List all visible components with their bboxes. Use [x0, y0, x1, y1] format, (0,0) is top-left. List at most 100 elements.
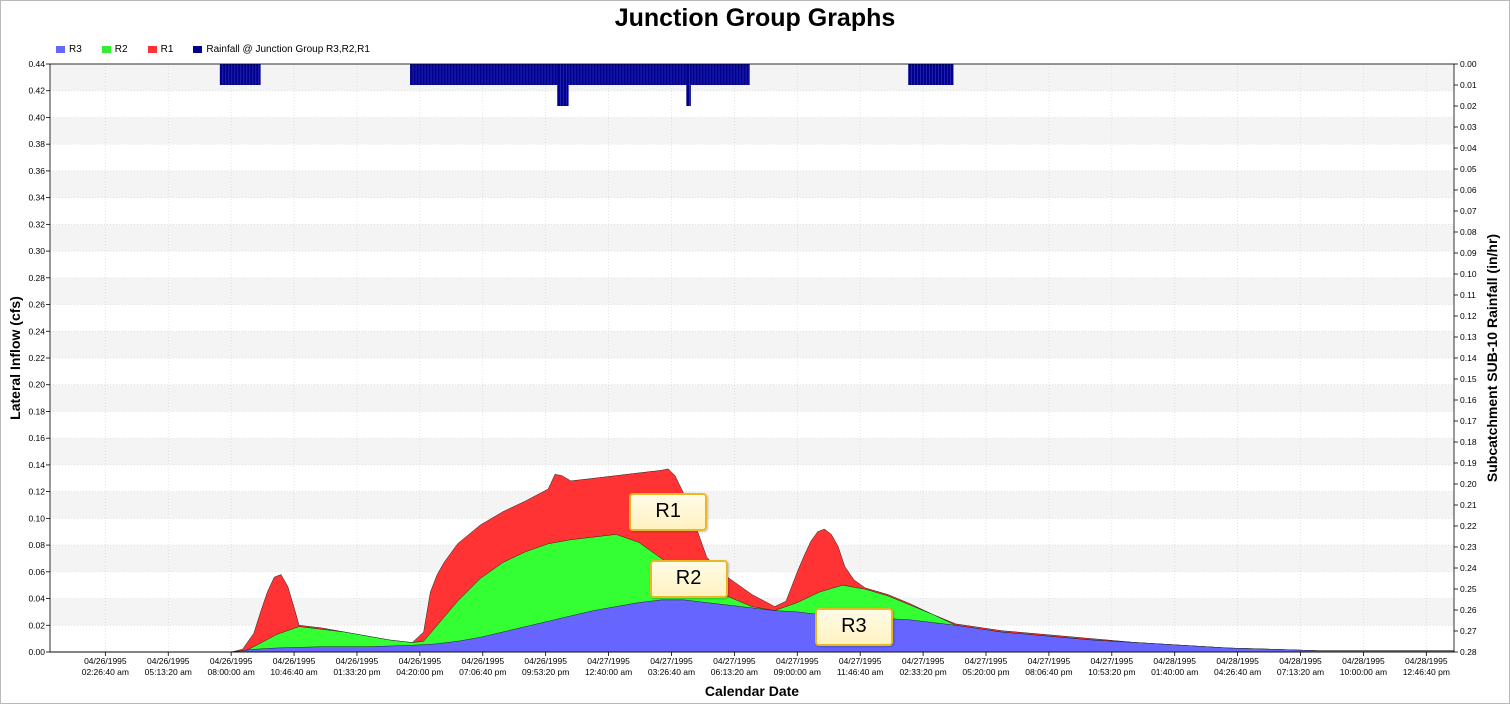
legend-swatch-r1	[147, 46, 157, 53]
x-tick-time-label: 10:53:20 pm	[1088, 667, 1135, 677]
legend-label-r3: R3	[69, 44, 82, 55]
x-tick-date-label: 04/27/1995	[1091, 656, 1134, 666]
x-tick-time-label: 07:06:40 pm	[459, 667, 506, 677]
y2-tick-label: 0.02	[1460, 101, 1477, 111]
x-tick-time-label: 10:46:40 am	[270, 667, 317, 677]
y2-tick-label: 0.01	[1460, 80, 1477, 90]
y-tick-label: 0.38	[28, 139, 45, 149]
x-tick-time-label: 08:06:40 pm	[1025, 667, 1072, 677]
y2-tick-label: 0.26	[1460, 605, 1477, 615]
x-axis-title: Calendar Date	[705, 683, 799, 699]
x-tick-time-label: 01:33:20 pm	[333, 667, 380, 677]
legend-swatch-r3	[56, 46, 65, 53]
y2-tick-label: 0.13	[1460, 332, 1477, 342]
y-tick-label: 0.34	[28, 193, 45, 203]
y-tick-label: 0.04	[28, 594, 45, 604]
x-tick-time-label: 08:00:00 am	[208, 667, 255, 677]
legend-item-r1[interactable]: R1	[147, 44, 174, 55]
x-tick-time-label: 03:26:40 am	[648, 667, 695, 677]
y2-tick-label: 0.12	[1460, 311, 1477, 321]
legend-swatch-r2	[101, 46, 111, 53]
y2-tick-label: 0.17	[1460, 416, 1477, 426]
plot-band	[50, 438, 1454, 465]
y-tick-label: 0.26	[28, 300, 45, 310]
y2-tick-label: 0.23	[1460, 542, 1477, 552]
plot-band	[50, 277, 1454, 305]
y2-tick-label: 0.06	[1460, 185, 1477, 195]
chart-legend[interactable]: R3 R2 R1 Rainfall @ Junction Group R3,R2…	[56, 44, 390, 55]
x-tick-date-label: 04/28/1995	[1405, 656, 1448, 666]
legend-item-r3[interactable]: R3	[56, 44, 82, 55]
right-axis-ticks: 0.00 0.01 0.02 0.03 0.04 0.05 0.06 0.07 0.08 0.09…	[1454, 59, 1477, 657]
y2-tick-label: 0.09	[1460, 248, 1477, 258]
y-tick-label: 0.10	[28, 513, 45, 523]
x-tick-date-label: 04/28/1995	[1153, 656, 1196, 666]
y-tick-label: 0.06	[28, 567, 45, 577]
y-tick-label: 0.28	[28, 273, 45, 283]
y-tick-label: 0.24	[28, 326, 45, 336]
y-tick-label: 0.00	[28, 647, 45, 657]
x-tick-time-label: 05:13:20 am	[145, 667, 192, 677]
y2-tick-label: 0.00	[1460, 59, 1477, 69]
rainfall-bar	[686, 64, 691, 106]
legend-swatch-rainfall	[193, 46, 203, 53]
x-tick-date-label: 04/27/1995	[965, 656, 1008, 666]
legend-label-r1: R1	[160, 44, 174, 55]
x-tick-time-label: 09:53:20 pm	[522, 667, 569, 677]
legend-label-r2: R2	[114, 44, 128, 55]
x-tick-time-label: 12:40:00 am	[585, 667, 632, 677]
x-tick-date-label: 04/27/1995	[839, 656, 882, 666]
rainfall-bars	[219, 64, 954, 106]
x-tick-date-label: 04/27/1995	[587, 656, 630, 666]
y-tick-label: 0.22	[28, 353, 45, 363]
left-axis-ticks: 0.00 0.02 0.04 0.06 0.08 0.10 0.12 0.14 0.16 0.18…	[28, 59, 50, 657]
x-tick-date-label: 04/26/1995	[336, 656, 379, 666]
x-tick-time-label: 11:46:40 am	[837, 667, 884, 677]
x-tick-date-label: 04/26/1995	[273, 656, 316, 666]
y2-tick-label: 0.24	[1460, 563, 1477, 573]
y2-tick-label: 0.07	[1460, 206, 1477, 216]
annotation-label-r3: R3	[814, 607, 893, 646]
y2-tick-label: 0.04	[1460, 143, 1477, 153]
legend-item-r2[interactable]: R2	[101, 44, 128, 55]
y2-tick-label: 0.03	[1460, 122, 1477, 132]
y-tick-label: 0.08	[28, 540, 45, 550]
plot-band	[50, 117, 1454, 145]
y2-tick-label: 0.14	[1460, 353, 1477, 363]
legend-item-rainfall[interactable]: Rainfall @ Junction Group R3,R2,R1	[193, 44, 370, 55]
x-tick-date-label: 04/26/1995	[399, 656, 442, 666]
plot-band	[50, 331, 1454, 358]
x-tick-date-label: 04/27/1995	[650, 656, 693, 666]
plot-band	[50, 170, 1454, 198]
y2-tick-label: 0.25	[1460, 584, 1477, 594]
x-tick-time-label: 02:26:40 am	[82, 667, 129, 677]
y2-tick-label: 0.21	[1460, 500, 1477, 510]
y-tick-label: 0.36	[28, 166, 45, 176]
plot-band	[50, 224, 1454, 252]
annotation-label-r2: R2	[649, 559, 728, 598]
y2-tick-label: 0.05	[1460, 164, 1477, 174]
plot-band	[50, 384, 1454, 412]
x-tick-date-label: 04/27/1995	[902, 656, 945, 666]
x-tick-time-label: 10:00:00 am	[1340, 667, 1387, 677]
y2-tick-label: 0.18	[1460, 437, 1477, 447]
x-tick-time-label: 04:26:40 am	[1214, 667, 1261, 677]
legend-label-rainfall: Rainfall @ Junction Group R3,R2,R1	[206, 44, 370, 55]
x-tick-date-label: 04/27/1995	[713, 656, 756, 666]
x-tick-date-label: 04/26/1995	[210, 656, 253, 666]
x-tick-date-label: 04/26/1995	[524, 656, 567, 666]
y-tick-label: 0.12	[28, 487, 45, 497]
y-axis-title: Lateral Inflow (cfs)	[7, 296, 23, 420]
x-tick-date-label: 04/26/1995	[84, 656, 127, 666]
y-tick-label: 0.40	[28, 112, 45, 122]
x-tick-time-label: 01:40:00 am	[1151, 667, 1198, 677]
y2-tick-label: 0.16	[1460, 395, 1477, 405]
annotation-label-r1: R1	[629, 492, 708, 531]
y-tick-label: 0.44	[28, 59, 45, 69]
x-tick-time-label: 12:46:40 pm	[1403, 667, 1450, 677]
x-tick-date-label: 04/27/1995	[1028, 656, 1071, 666]
series-areas	[50, 468, 1455, 653]
y2-tick-label: 0.19	[1460, 458, 1477, 468]
y2-axis-title: Subcatchment SUB-10 Rainfall (in/hr)	[1484, 234, 1500, 482]
